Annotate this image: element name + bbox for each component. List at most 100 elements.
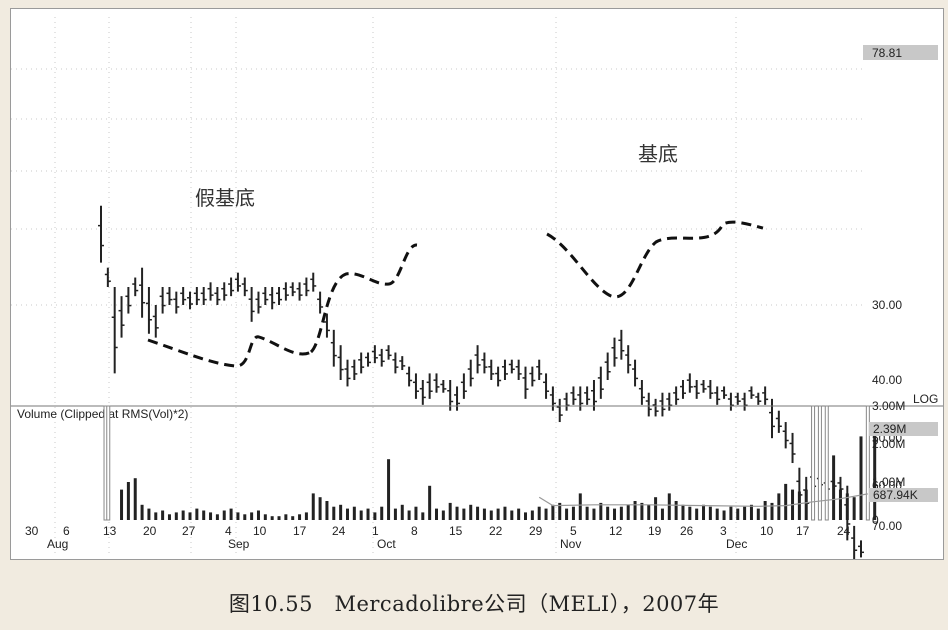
volume-bar (414, 506, 418, 520)
price-bar (419, 380, 426, 405)
volume-bar (359, 510, 363, 520)
x-day-label: 24 (837, 524, 851, 538)
price-bar (659, 392, 666, 417)
base-annotation-curves (147, 220, 764, 368)
volume-bar (702, 504, 706, 520)
volume-bar (380, 506, 384, 520)
volume-marker-box-2 (869, 488, 938, 502)
volume-bar (181, 510, 185, 520)
price-bar (460, 373, 467, 399)
x-day-label: 4 (225, 524, 232, 538)
volume-bar (270, 516, 274, 520)
volume-bar (852, 497, 856, 520)
volume-bar (215, 514, 219, 520)
price-bar (440, 380, 447, 393)
volume-bar (599, 502, 603, 520)
x-day-label: 8 (411, 524, 418, 538)
x-axis: 30 6 13 20 27 4 10 17 24 1 8 15 22 29 5 12 19 26 3 10 17 24 Au… (25, 524, 851, 551)
volume-bar (749, 504, 753, 520)
volume-bar (517, 508, 521, 520)
x-day-label: 12 (609, 524, 623, 538)
price-bar (454, 386, 461, 411)
price-bar (330, 329, 337, 367)
volume-bar (537, 506, 541, 520)
volume-bar (565, 508, 569, 520)
volume-bar (715, 508, 719, 520)
volume-bar (578, 493, 582, 520)
price-bar (666, 392, 673, 411)
volume-bar (277, 516, 281, 520)
price-bar (152, 305, 159, 338)
price-bar (214, 287, 221, 305)
volume-tick-label: 3.00M (872, 399, 905, 413)
volume-average-line (538, 493, 868, 507)
false-base-annotation: 假基底 (195, 186, 255, 210)
volume-bar (626, 504, 630, 520)
volume-bar (455, 506, 459, 520)
volume-bar (161, 510, 165, 520)
volume-bar (250, 512, 254, 520)
price-bar (734, 392, 741, 405)
x-month-label: Aug (47, 537, 68, 551)
volume-bar (824, 405, 829, 521)
volume-bar (441, 510, 445, 520)
volume-bar (797, 491, 801, 520)
volume-bar (489, 510, 493, 520)
volume-bar (804, 489, 808, 520)
price-bar (755, 392, 762, 405)
volume-bar (838, 489, 842, 520)
x-day-label: 5 (570, 524, 577, 538)
x-day-label: 29 (529, 524, 543, 538)
volume-bar (681, 504, 685, 520)
price-bar (597, 366, 604, 399)
volume-bar (400, 504, 404, 520)
chart-frame: 假基底 基底 78.81 30.00 40.00 50.00 60.00 70.00 L… (10, 8, 944, 560)
volume-bar (222, 510, 226, 520)
price-tick-label: 30.00 (872, 298, 902, 312)
price-bar (282, 282, 289, 301)
base-annotation: 基底 (638, 142, 678, 166)
volume-bar (366, 508, 370, 520)
volume-bar (832, 455, 836, 520)
volume-bar (613, 508, 617, 520)
price-bar (536, 359, 543, 380)
price-tick-label: 40.00 (872, 373, 902, 387)
x-day-label: 30 (25, 524, 39, 538)
volume-bar (147, 508, 151, 520)
volume-bar (154, 512, 158, 520)
volume-bar (496, 508, 500, 520)
volume-bar (633, 501, 637, 520)
x-day-label: 24 (332, 524, 346, 538)
volume-tick-label: 0 (872, 513, 879, 527)
price-bar (775, 410, 782, 433)
price-bar (556, 398, 563, 423)
volume-bar (606, 506, 610, 520)
volume-tick-label: 1.00M (872, 475, 905, 489)
x-month-label: Oct (377, 537, 396, 551)
volume-bar (558, 502, 562, 520)
volume-bar (421, 512, 425, 520)
volume-marker-label-1: 2.39M (873, 422, 906, 436)
price-bar (193, 287, 200, 305)
x-day-label: 13 (103, 524, 117, 538)
price-bar (303, 277, 310, 297)
price-bar (515, 359, 522, 380)
price-bar (570, 386, 577, 405)
price-bar (501, 359, 508, 380)
false-base-curve-1 (147, 335, 312, 368)
price-bar (584, 386, 591, 405)
x-month-label: Dec (726, 537, 747, 551)
price-bar (200, 287, 207, 305)
volume-bar (524, 512, 528, 520)
volume-bar (188, 512, 192, 520)
price-bar (344, 359, 351, 387)
volume-panel-title: Volume (Clipped at RMS(Vol)*2) (17, 407, 188, 421)
volume-bar (387, 459, 391, 520)
volume-bar (120, 489, 124, 520)
volume-bar (865, 405, 870, 521)
volume-bar (325, 501, 329, 520)
price-bar (378, 348, 385, 367)
volume-bar (462, 508, 466, 520)
volume-bar (503, 506, 507, 520)
